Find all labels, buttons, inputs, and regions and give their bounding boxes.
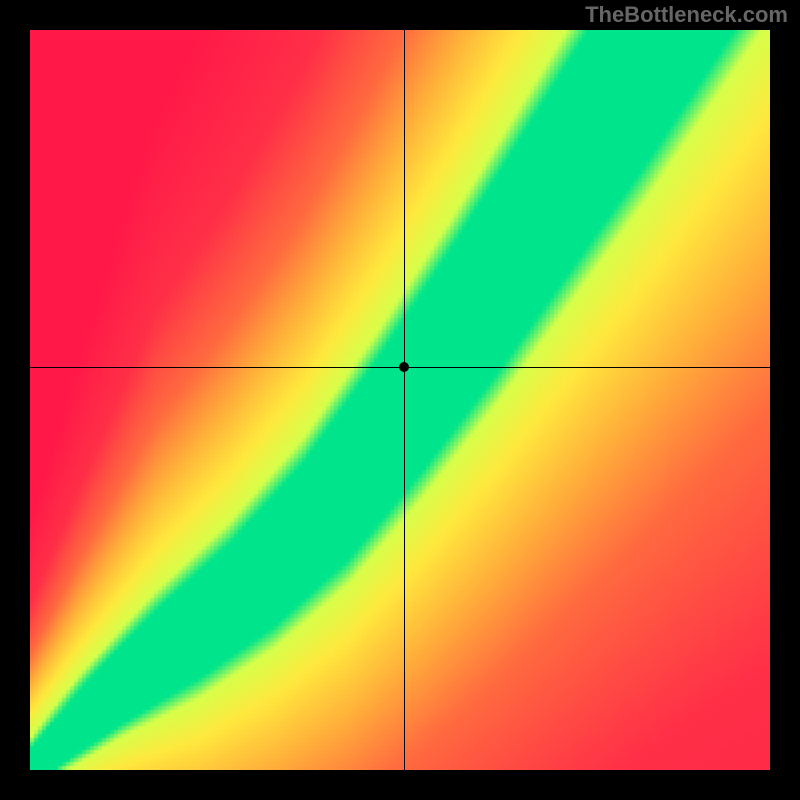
crosshair-vertical: [404, 30, 405, 770]
heatmap-canvas: [30, 30, 770, 770]
watermark-text: TheBottleneck.com: [585, 2, 788, 28]
crosshair-marker: [399, 362, 409, 372]
heatmap-chart: [30, 30, 770, 770]
